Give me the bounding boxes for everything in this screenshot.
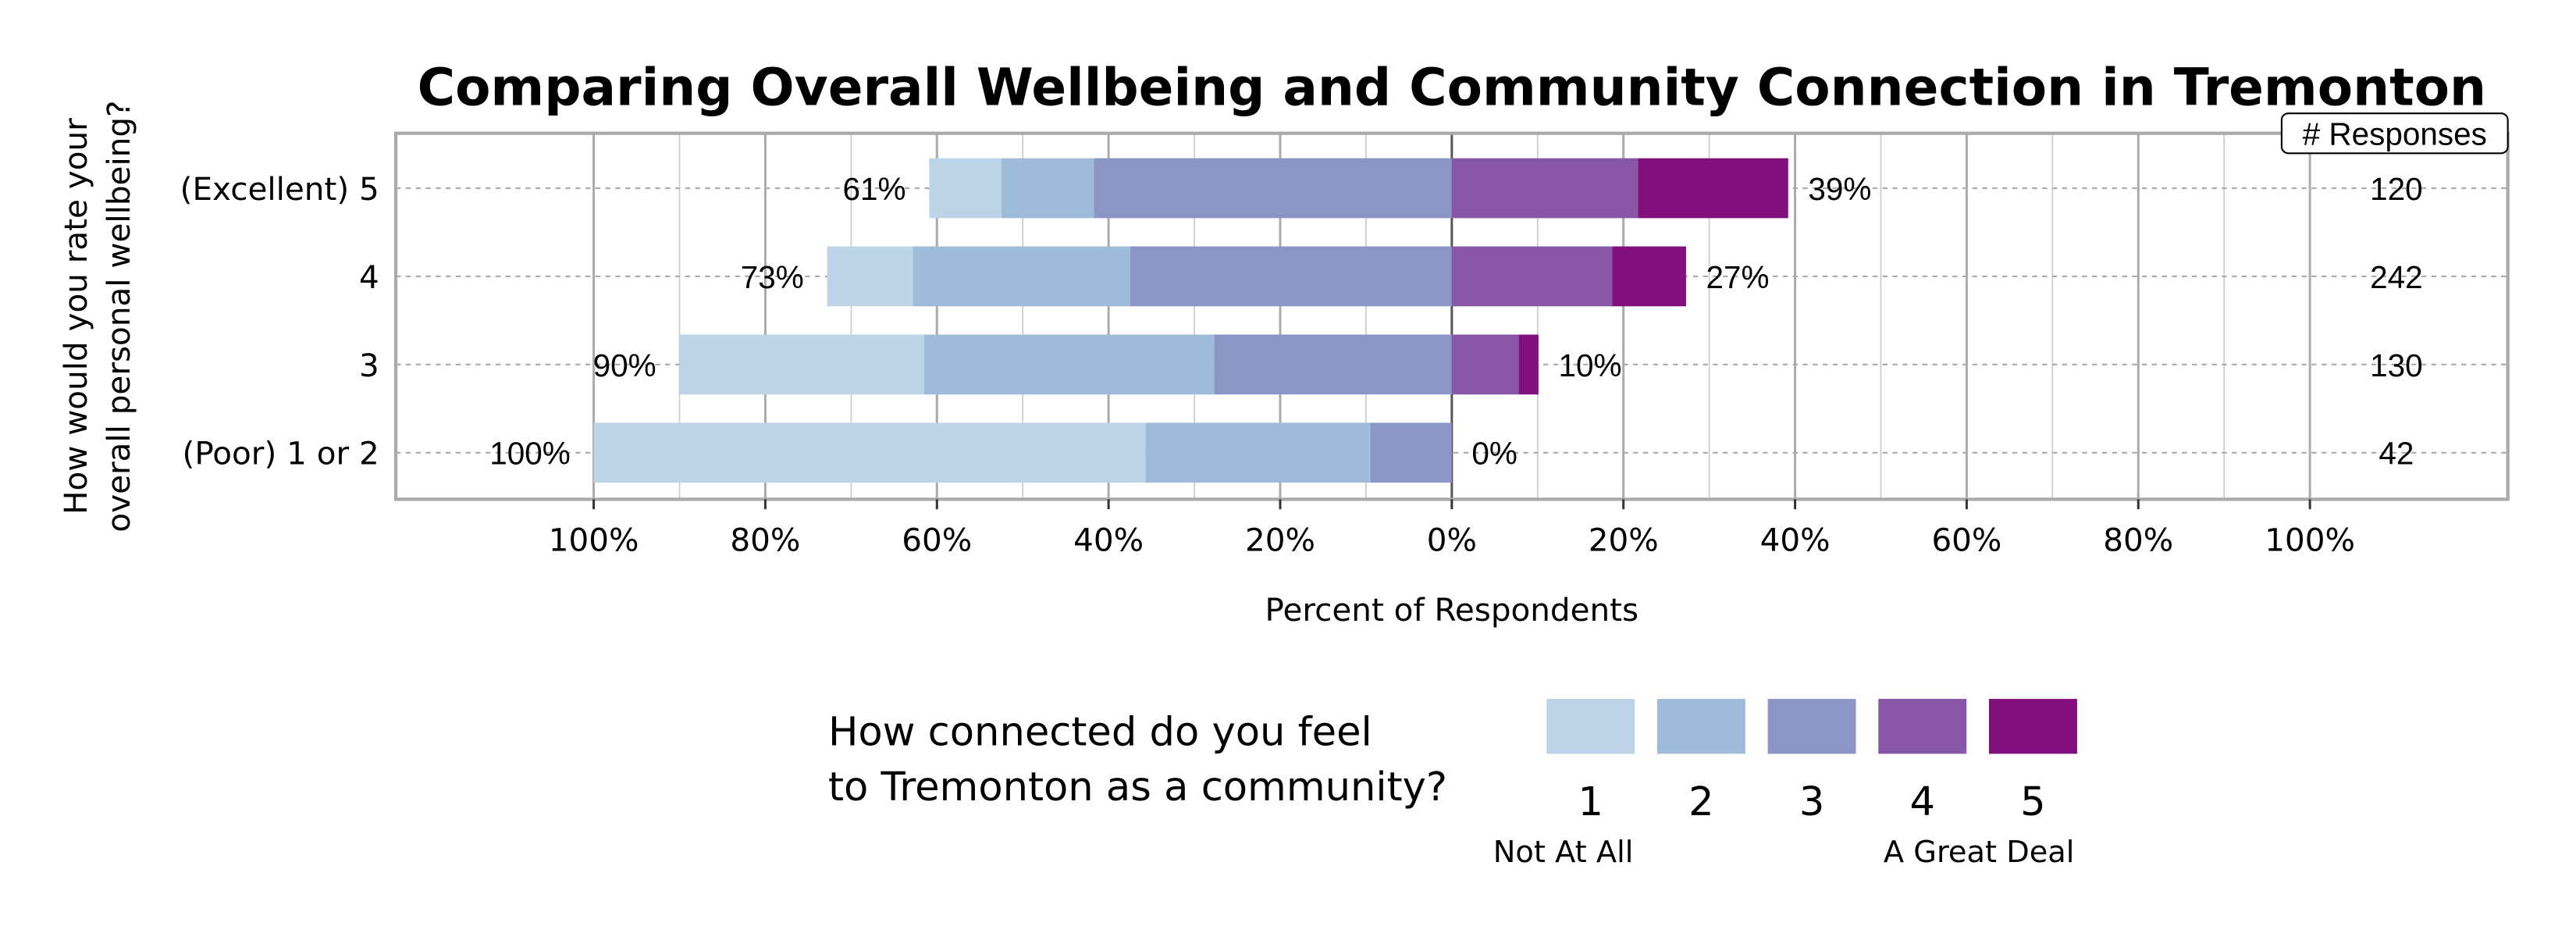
x-tick-label: 100%: [2265, 521, 2355, 558]
x-tick-label: 20%: [1245, 521, 1315, 558]
bar-segment-4: [1451, 158, 1638, 219]
right-total-label: 27%: [1706, 259, 1770, 295]
bar-segment-1: [929, 158, 1002, 219]
left-total-label: 90%: [593, 347, 656, 383]
bar-segment-4: [1451, 334, 1519, 395]
y-axis-title-line-1: How would you rate your: [57, 118, 94, 515]
bar-row: 3 90% 10% 130: [359, 334, 2423, 395]
right-total-label: 39%: [1808, 171, 1871, 207]
bars: (Excellent) 5 61% 39% 120 4 73% 27% 242 3 90% 10% 1…: [180, 158, 2423, 483]
legend-label: 4: [1909, 779, 1935, 825]
left-total-label: 73%: [741, 259, 804, 295]
legend-title-line-1: How connected do you feel: [828, 710, 1372, 756]
y-tick-label: (Excellent) 5: [180, 170, 379, 208]
legend-low-label: Not At All: [1493, 835, 1634, 870]
x-tick-label: 100%: [549, 521, 639, 558]
x-tick-label: 0%: [1427, 521, 1477, 558]
y-axis-title: How would you rate your overall personal…: [57, 100, 137, 532]
legend-label: 2: [1688, 779, 1714, 825]
x-tick-label: 40%: [1760, 521, 1831, 558]
bar-segment-3: [1094, 158, 1452, 219]
bar-segment-3: [1214, 334, 1452, 395]
x-tick-label: 60%: [902, 521, 972, 558]
bar-segment-2: [913, 246, 1130, 307]
bar-segment-5: [1612, 246, 1686, 307]
left-total-label: 61%: [843, 171, 906, 207]
legend-swatch-4: [1878, 699, 1967, 754]
bar-segment-3: [1130, 246, 1452, 307]
bar-row: 4 73% 27% 242: [359, 246, 2423, 307]
bar-segment-2: [1001, 158, 1094, 219]
y-tick-label: 3: [359, 347, 379, 384]
y-tick-label: 4: [359, 258, 379, 296]
bar-segment-1: [679, 334, 924, 395]
bar-segment-4: [1451, 246, 1613, 307]
legend-label: 1: [1578, 779, 1603, 825]
legend-high-label: A Great Deal: [1884, 835, 2075, 870]
x-axis-title: Percent of Respondents: [1265, 591, 1639, 629]
bar-segment-5: [1638, 158, 1788, 219]
bar-row: (Poor) 1 or 2 100% 0% 42: [183, 422, 2414, 483]
right-total-label: 0%: [1471, 436, 1517, 472]
bar-segment-1: [593, 422, 1146, 483]
legend-swatch-2: [1656, 699, 1745, 754]
left-total-label: 100%: [489, 436, 571, 472]
x-tick-label: 20%: [1589, 521, 1659, 558]
x-axis: 100% 80% 60% 40% 20% 0% 20% 40% 60% 80% 100%: [549, 499, 2355, 558]
x-tick-label: 80%: [2103, 521, 2173, 558]
response-count: 42: [2379, 436, 2414, 472]
response-count: 130: [2370, 347, 2423, 383]
responses-header: # Responses: [2280, 112, 2509, 155]
legend-swatch-1: [1546, 699, 1635, 754]
legend-swatch-5: [1988, 699, 2077, 754]
bar-segment-5: [1518, 334, 1539, 395]
response-count: 120: [2370, 171, 2423, 207]
x-tick-label: 60%: [1931, 521, 2001, 558]
legend: How connected do you feel to Tremonton a…: [828, 699, 2077, 870]
svg-text:# Responses: # Responses: [2303, 116, 2487, 152]
x-tick-label: 80%: [730, 521, 800, 558]
legend-swatch-3: [1767, 699, 1856, 754]
bar-segment-2: [1145, 422, 1371, 483]
y-axis-title-line-2: overall personal wellbeing?: [100, 100, 137, 532]
response-count: 242: [2370, 259, 2423, 295]
legend-title-line-2: to Tremonton as a community?: [828, 764, 1447, 811]
bar-segment-1: [827, 246, 913, 307]
right-total-label: 10%: [1558, 347, 1621, 383]
legend-label: 5: [2020, 779, 2046, 825]
x-tick-label: 40%: [1073, 521, 1144, 558]
bar-segment-3: [1370, 422, 1452, 483]
y-tick-label: (Poor) 1 or 2: [183, 435, 379, 472]
legend-label: 3: [1799, 779, 1825, 825]
chart-title: Comparing Overall Wellbeing and Communit…: [418, 58, 2486, 118]
bar-row: (Excellent) 5 61% 39% 120: [180, 158, 2423, 219]
bar-segment-2: [923, 334, 1215, 395]
